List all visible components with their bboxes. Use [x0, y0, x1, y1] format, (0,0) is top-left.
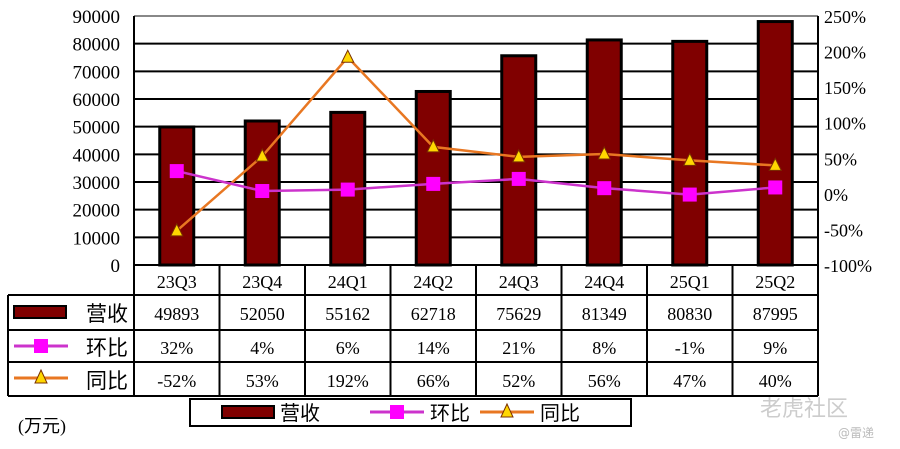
bar-23Q3 — [158, 125, 196, 267]
left-axis-tick: 60000 — [73, 90, 121, 111]
mom-marker — [255, 184, 270, 199]
table-cell: 8% — [592, 338, 616, 358]
table-cell: 52% — [502, 371, 535, 391]
yoy-marker — [255, 148, 270, 162]
mom-marker — [426, 176, 441, 191]
row-label: 营收 — [86, 302, 128, 326]
yoy-marker — [768, 157, 783, 171]
mom-marker — [340, 182, 355, 197]
right-axis-tick: 200% — [824, 43, 866, 63]
table-cell: 49893 — [154, 304, 199, 324]
right-axis-tick: 150% — [824, 78, 866, 98]
left-axis-tick: 30000 — [73, 173, 121, 194]
watermark: 老虎社区 — [760, 397, 849, 422]
yoy-legend-icon — [500, 402, 514, 418]
left-axis-tick: 40000 — [73, 145, 121, 166]
left-axis-tick: 50000 — [73, 118, 121, 139]
category-label: 25Q1 — [670, 272, 710, 292]
line-环比 — [176, 169, 776, 196]
row-label: 同比 — [86, 369, 128, 393]
mom-legend-icon — [34, 339, 48, 353]
right-axis-tick: -50% — [824, 220, 863, 240]
mom-marker — [682, 187, 697, 202]
yoy-marker — [340, 49, 355, 63]
table-cell: 47% — [673, 371, 706, 391]
table-cell: -1% — [675, 338, 705, 358]
left-axis-tick: 0 — [111, 256, 121, 277]
left-axis-tick: 80000 — [73, 35, 121, 56]
right-axis-tick: 50% — [824, 149, 857, 169]
left-axis-tick: 10000 — [73, 228, 121, 249]
table-cell: 192% — [327, 371, 369, 391]
table-cell: 87995 — [753, 304, 798, 324]
table-cell: 81349 — [582, 304, 627, 324]
mom-marker — [511, 171, 526, 186]
left-axis-tick: 20000 — [73, 201, 121, 222]
mom-marker — [597, 181, 612, 196]
category-label: 23Q3 — [157, 272, 197, 292]
table-cell: 14% — [417, 338, 450, 358]
right-axis-tick: -100% — [824, 256, 872, 276]
table-cell: 52050 — [240, 304, 285, 324]
table-cell: 9% — [763, 338, 787, 358]
table-cell: 40% — [759, 371, 792, 391]
legend-label: 同比 — [540, 402, 580, 425]
table-cell: 21% — [502, 338, 535, 358]
bar-25Q2 — [756, 20, 794, 267]
left-axis-tick: 90000 — [73, 7, 121, 28]
yoy-marker — [597, 145, 612, 160]
left-axis-tick: 70000 — [73, 62, 121, 83]
table-cell: 6% — [336, 338, 360, 358]
yoy-marker — [682, 152, 697, 166]
line-同比 — [175, 55, 776, 232]
legend-label: 营收 — [280, 402, 320, 425]
mom-marker — [169, 164, 184, 179]
table-cell: 53% — [246, 371, 279, 391]
category-label: 25Q2 — [755, 272, 795, 292]
legend-label: 环比 — [430, 402, 470, 425]
table-cell: 32% — [160, 338, 193, 358]
table-cell: 55162 — [325, 304, 370, 324]
table-cell: 62718 — [411, 304, 456, 324]
table-cell: 75629 — [496, 304, 541, 324]
table-cell: -52% — [157, 371, 196, 391]
right-axis-tick: 0% — [824, 185, 848, 205]
mom-legend-icon — [390, 405, 404, 419]
yoy-marker — [511, 148, 526, 163]
revenue-legend-icon — [221, 405, 275, 419]
right-axis-tick: 250% — [824, 7, 866, 27]
watermark-credit: @雷递 — [838, 426, 875, 440]
yoy-legend-icon — [34, 368, 48, 384]
table-cell: 56% — [588, 371, 621, 391]
table-cell: 66% — [417, 371, 450, 391]
category-label: 24Q3 — [499, 272, 539, 292]
table-cell: 4% — [250, 338, 274, 358]
bar-25Q1 — [671, 39, 709, 267]
right-axis-tick: 100% — [824, 114, 866, 134]
category-label: 24Q1 — [328, 272, 368, 292]
table-cell: 80830 — [667, 304, 712, 324]
category-label: 24Q2 — [413, 272, 453, 292]
mom-marker — [768, 180, 783, 195]
revenue-legend-icon — [13, 305, 67, 319]
category-label: 23Q4 — [242, 272, 282, 292]
unit-label: (万元) — [18, 416, 66, 437]
yoy-marker — [169, 222, 184, 237]
row-label: 环比 — [86, 336, 128, 360]
yoy-marker — [426, 138, 441, 153]
category-label: 24Q4 — [584, 272, 624, 292]
